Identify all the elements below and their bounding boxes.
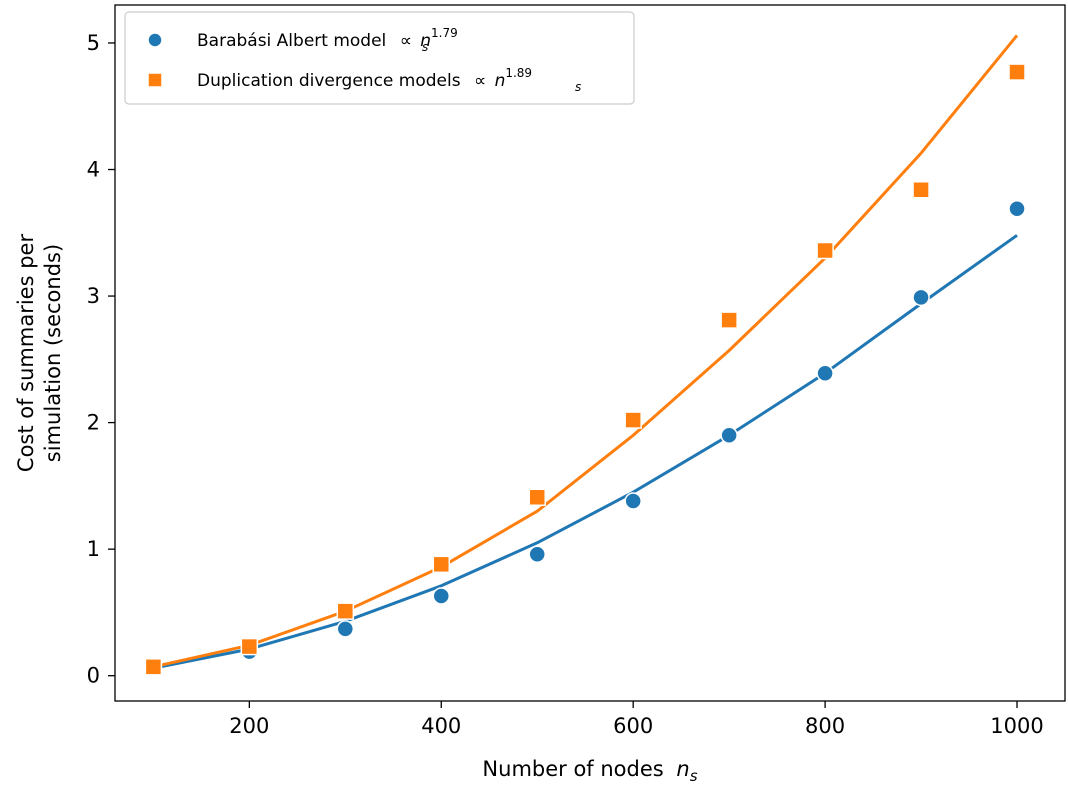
legend-label-dd: Duplication divergence models ∝ n1.89 s xyxy=(197,62,581,94)
data-point-series-1 xyxy=(432,555,451,574)
plot-frame xyxy=(114,4,1066,702)
legend-label-ba: Barabási Albert model ∝ n1.79 s xyxy=(197,22,463,54)
x-tick-label: 600 xyxy=(613,714,653,738)
data-point-series-0 xyxy=(624,492,642,510)
data-point-series-1 xyxy=(912,181,930,199)
fit-line-series-0 xyxy=(153,234,1018,670)
data-point-series-1 xyxy=(816,241,834,260)
legend-marker-ba xyxy=(147,32,163,48)
x-tick-label: 400 xyxy=(421,714,461,738)
data-point-series-0 xyxy=(528,545,546,563)
data-point-series-1 xyxy=(144,658,163,676)
y-tick-label: 5 xyxy=(87,31,100,55)
x-axis-label: Number of nodes ns xyxy=(482,757,697,785)
legend-label-ba-var: n xyxy=(420,31,431,51)
fit-line-series-1 xyxy=(153,34,1019,669)
data-point-series-0 xyxy=(432,587,451,605)
data-point-series-0 xyxy=(912,288,930,307)
x-tick-label: 200 xyxy=(229,714,269,738)
x-axis-label-text: Number of nodes xyxy=(482,757,663,781)
legend-label-dd-exp: 1.89 xyxy=(505,66,532,80)
x-tick-label: 1000 xyxy=(990,714,1043,738)
data-point-series-0 xyxy=(336,620,355,638)
y-tick-label: 2 xyxy=(87,411,100,435)
y-tick-label: 1 xyxy=(87,537,100,561)
legend-label-ba-exp: 1.79 xyxy=(431,26,458,40)
legend-label-dd-name: Duplication divergence models xyxy=(197,71,461,91)
x-tick-label: 800 xyxy=(805,714,845,738)
data-point-series-0 xyxy=(720,426,738,445)
x-axis: 200 400 600 800 1000 xyxy=(229,701,1044,738)
data-point-series-1 xyxy=(528,488,546,507)
y-tick-label: 0 xyxy=(87,664,100,688)
fit-lines xyxy=(153,34,1019,670)
data-point-series-1 xyxy=(336,602,355,620)
legend-box xyxy=(124,11,635,105)
y-axis: 0 1 2 3 4 5 xyxy=(87,31,115,688)
y-tick-label: 3 xyxy=(87,284,100,308)
data-point-series-1 xyxy=(720,311,738,329)
x-axis-label-var: n xyxy=(676,757,689,781)
legend-label-dd-prop: ∝ xyxy=(474,71,486,91)
y-axis-label-line2: simulation (seconds) xyxy=(41,244,65,462)
data-point-series-1 xyxy=(624,411,642,429)
legend-marker-dd xyxy=(147,72,163,88)
data-point-series-1 xyxy=(240,637,259,656)
legend: Barabási Albert model ∝ n1.79 s Duplicat… xyxy=(124,11,635,105)
data-point-series-1 xyxy=(1008,63,1026,81)
data-point-series-0 xyxy=(1008,199,1026,218)
data-markers xyxy=(144,63,1026,677)
data-point-series-0 xyxy=(816,364,834,382)
legend-label-dd-sub: s xyxy=(575,80,581,94)
legend-label-ba-prop: ∝ xyxy=(400,31,412,51)
x-axis-label-sub: s xyxy=(690,767,698,785)
y-tick-label: 4 xyxy=(87,158,100,182)
y-axis-label-line1: Cost of summaries per xyxy=(14,234,38,473)
legend-label-ba-sub: s xyxy=(422,40,428,54)
legend-label-ba-name: Barabási Albert model xyxy=(197,31,386,51)
legend-label-dd-var: n xyxy=(495,71,506,91)
